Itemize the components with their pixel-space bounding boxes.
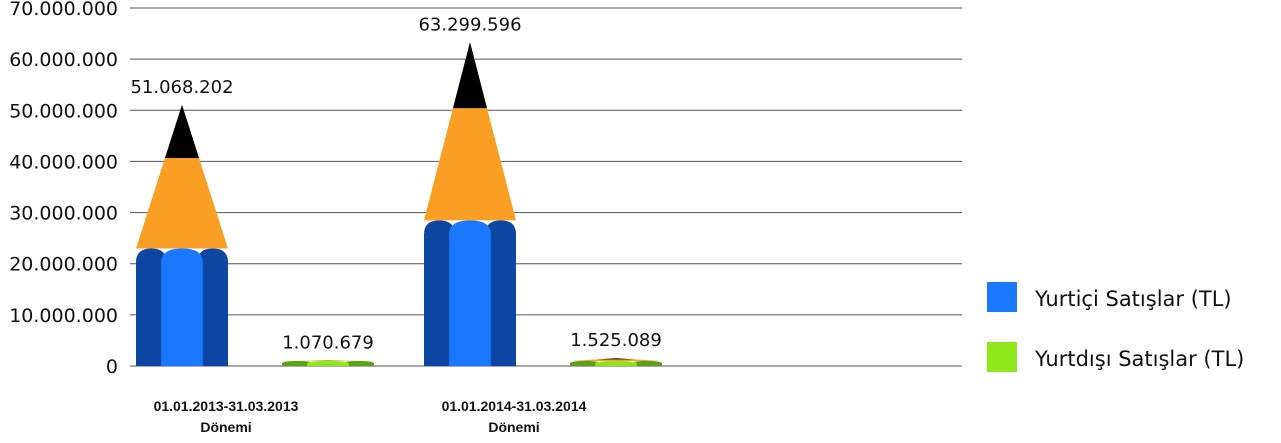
plot-area: 51.068.202 1.070.679 63.299.596 1.525.089 (130, 14, 662, 366)
legend: Yurtiçi Satışlar (TL) Yurtdışı Satışlar (… (987, 282, 1244, 372)
y-tick-label: 20.000.000 (9, 254, 118, 276)
pencil-wood (136, 104, 228, 249)
data-label: 51.068.202 (130, 77, 233, 98)
legend-swatch-0 (987, 282, 1017, 312)
pencil-body-face (161, 248, 203, 366)
x-tick-label: Dönemi (488, 419, 539, 435)
pencil-body-side (485, 220, 516, 366)
bar-0-0 (136, 104, 228, 366)
pencil-body-side (631, 361, 662, 366)
pencil-wood (424, 42, 516, 221)
y-tick-label: 50.000.000 (9, 100, 118, 122)
pencil-body-face (307, 361, 349, 366)
legend-swatch-1 (987, 342, 1017, 372)
x-tick-label: Dönemi (200, 419, 251, 435)
data-label: 1.070.679 (282, 333, 374, 354)
y-tick-label: 10.000.000 (9, 305, 118, 327)
y-tick-label: 70.000.000 (9, 0, 118, 20)
pencil-body-face (595, 361, 637, 366)
pencil-body-side (136, 248, 167, 366)
bar-0-1 (424, 42, 516, 366)
x-tick-label: 01.01.2013-31.03.2013 (154, 398, 299, 414)
y-tick-label: 40.000.000 (9, 151, 118, 173)
pencil-lead (452, 42, 488, 109)
pencil-body-side (343, 361, 374, 366)
x-axis: 01.01.2013-31.03.2013 Dönemi 01.01.2014-31… (154, 398, 587, 435)
pencil-wood (570, 358, 662, 361)
data-label: 1.525.089 (570, 330, 662, 351)
pencil-body-side (570, 361, 601, 366)
y-tick-label: 60.000.000 (9, 49, 118, 71)
y-axis: 0 10.000.000 20.000.000 30.000.000 40.000.00… (9, 0, 118, 378)
gridlines (130, 7, 962, 367)
pencil-body-side (197, 248, 228, 366)
y-tick-label: 30.000.000 (9, 203, 118, 225)
legend-label-1: Yurtdışı Satışlar (TL) (1034, 347, 1244, 371)
data-label: 63.299.596 (418, 14, 521, 35)
legend-label-0: Yurtiçi Satışlar (TL) (1034, 287, 1232, 311)
pencil-lead (164, 104, 200, 158)
pencil-body-side (424, 220, 455, 366)
x-tick-label: 01.01.2014-31.03.2014 (442, 398, 587, 414)
bar-1-1 (570, 358, 662, 366)
y-tick-label: 0 (106, 356, 118, 378)
pencil-body-side (282, 361, 313, 366)
bar-1-0 (282, 360, 374, 366)
pencil-lead (597, 358, 635, 360)
pencil-body-face (449, 220, 491, 366)
